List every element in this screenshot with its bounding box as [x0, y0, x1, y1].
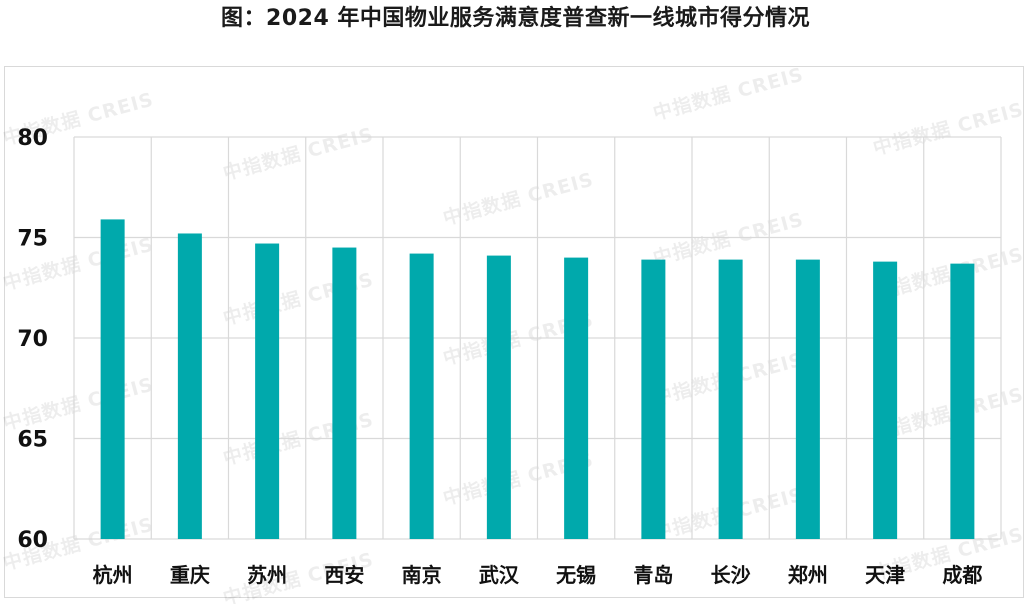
y-axis-ticks: 60 65 70 75 80	[17, 126, 48, 553]
bar-武汉	[486, 255, 511, 539]
x-tick-label: 无锡	[556, 563, 596, 587]
bar-重庆	[177, 233, 202, 540]
bar-长沙	[718, 259, 743, 539]
y-tick-label: 70	[17, 327, 48, 352]
bar-南京	[409, 253, 434, 539]
x-tick-label: 成都	[942, 563, 982, 587]
bar-杭州	[100, 219, 125, 539]
x-tick-label: 天津	[865, 563, 905, 587]
bar-苏州	[255, 243, 280, 539]
x-tick-label: 郑州	[788, 563, 828, 587]
x-tick-label: 重庆	[170, 563, 210, 587]
bar-青岛	[641, 259, 666, 539]
x-tick-label: 南京	[402, 563, 442, 587]
x-tick-label: 杭州	[93, 563, 133, 587]
bar-郑州	[795, 259, 820, 539]
watermark-text: 中指数据 CREIS	[871, 98, 1027, 160]
y-tick-label: 75	[17, 227, 48, 252]
watermark-text: 中指数据 CREIS	[221, 123, 377, 185]
x-tick-label: 长沙	[711, 563, 751, 587]
x-tick-label: 西安	[324, 563, 364, 587]
y-tick-label: 80	[17, 126, 48, 151]
grid-lines	[73, 136, 1002, 540]
bars-group	[100, 219, 975, 540]
x-tick-label: 青岛	[633, 563, 673, 587]
x-tick-label: 武汉	[479, 563, 520, 587]
chart-title: 图：2024 年中国物业服务满意度普查新一线城市得分情况	[221, 6, 810, 31]
watermark-text: 中指数据 CREIS	[441, 168, 597, 230]
x-axis-ticks: 杭州 重庆 苏州 西安 南京 武汉 无锡 青岛 长沙 郑州 天津 成都	[93, 563, 983, 587]
bar-成都	[950, 263, 975, 539]
watermark-text: 中指数据 CREIS	[1, 373, 157, 435]
x-tick-label: 苏州	[247, 563, 287, 587]
y-tick-label: 60	[17, 528, 48, 553]
bar-无锡	[564, 257, 589, 539]
y-tick-label: 65	[17, 428, 48, 453]
bar-西安	[332, 247, 357, 540]
bar-天津	[873, 261, 898, 539]
chart-frame	[4, 66, 1024, 598]
watermark-layer: 中指数据 CREIS 中指数据 CREIS 中指数据 CREIS 中指数据 CREIS…	[1, 63, 1027, 604]
watermark-text: 中指数据 CREIS	[651, 63, 807, 125]
